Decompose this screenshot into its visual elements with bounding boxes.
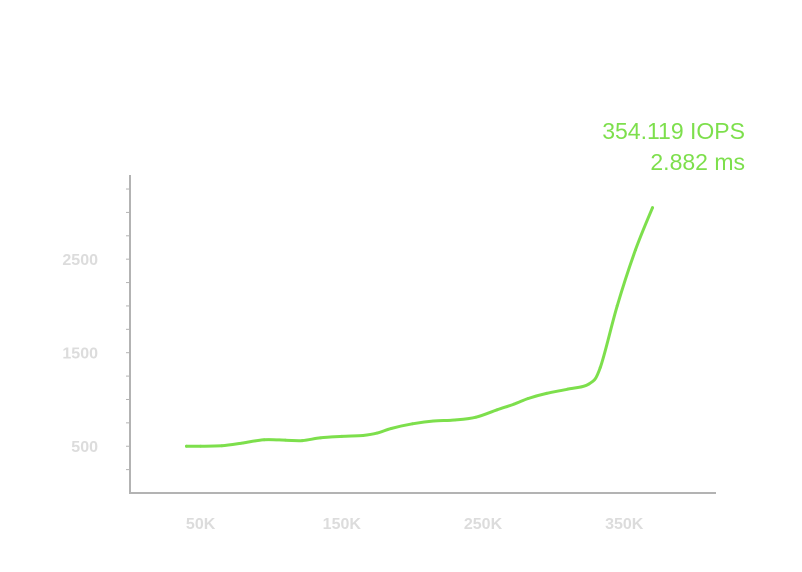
y-tick-labels: 500 1500 2500 bbox=[62, 252, 98, 456]
y-tick-label: 500 bbox=[71, 439, 98, 456]
data-point bbox=[453, 418, 457, 422]
data-point bbox=[495, 408, 499, 412]
data-point bbox=[184, 444, 188, 448]
data-point bbox=[526, 397, 530, 401]
data-point bbox=[410, 422, 414, 426]
x-tick-label: 250K bbox=[464, 516, 503, 533]
data-point bbox=[512, 402, 516, 406]
data-point bbox=[220, 444, 224, 448]
x-tick-label: 150K bbox=[323, 516, 362, 533]
y-tick-label: 1500 bbox=[62, 346, 98, 363]
data-point bbox=[241, 441, 245, 445]
x-tick-label: 350K bbox=[605, 516, 644, 533]
data-point bbox=[650, 206, 654, 210]
data-point bbox=[587, 382, 591, 386]
x-tick-labels: 50K 150K 250K 350K bbox=[186, 516, 644, 533]
series-line bbox=[185, 206, 654, 448]
data-point bbox=[375, 431, 379, 435]
data-point bbox=[283, 438, 287, 442]
data-point bbox=[361, 433, 365, 437]
data-point bbox=[262, 438, 266, 442]
data-point bbox=[474, 415, 478, 419]
data-point bbox=[566, 387, 570, 391]
data-point bbox=[598, 366, 602, 370]
data-point bbox=[634, 248, 638, 252]
data-point bbox=[432, 419, 436, 423]
data-points bbox=[184, 206, 654, 448]
data-point bbox=[340, 434, 344, 438]
data-point bbox=[319, 436, 323, 440]
data-point bbox=[389, 426, 393, 430]
x-tick-label: 50K bbox=[186, 516, 216, 533]
y-tick-label: 2500 bbox=[62, 252, 98, 269]
data-point bbox=[545, 391, 549, 395]
data-point bbox=[615, 304, 619, 308]
peak-iops-label: 354.119 IOPS bbox=[602, 118, 745, 144]
data-point bbox=[300, 439, 304, 443]
peak-latency-label: 2.882 ms bbox=[650, 149, 745, 175]
peak-annotation: 354.119 IOPS 2.882 ms bbox=[602, 116, 745, 178]
data-point bbox=[199, 444, 203, 448]
